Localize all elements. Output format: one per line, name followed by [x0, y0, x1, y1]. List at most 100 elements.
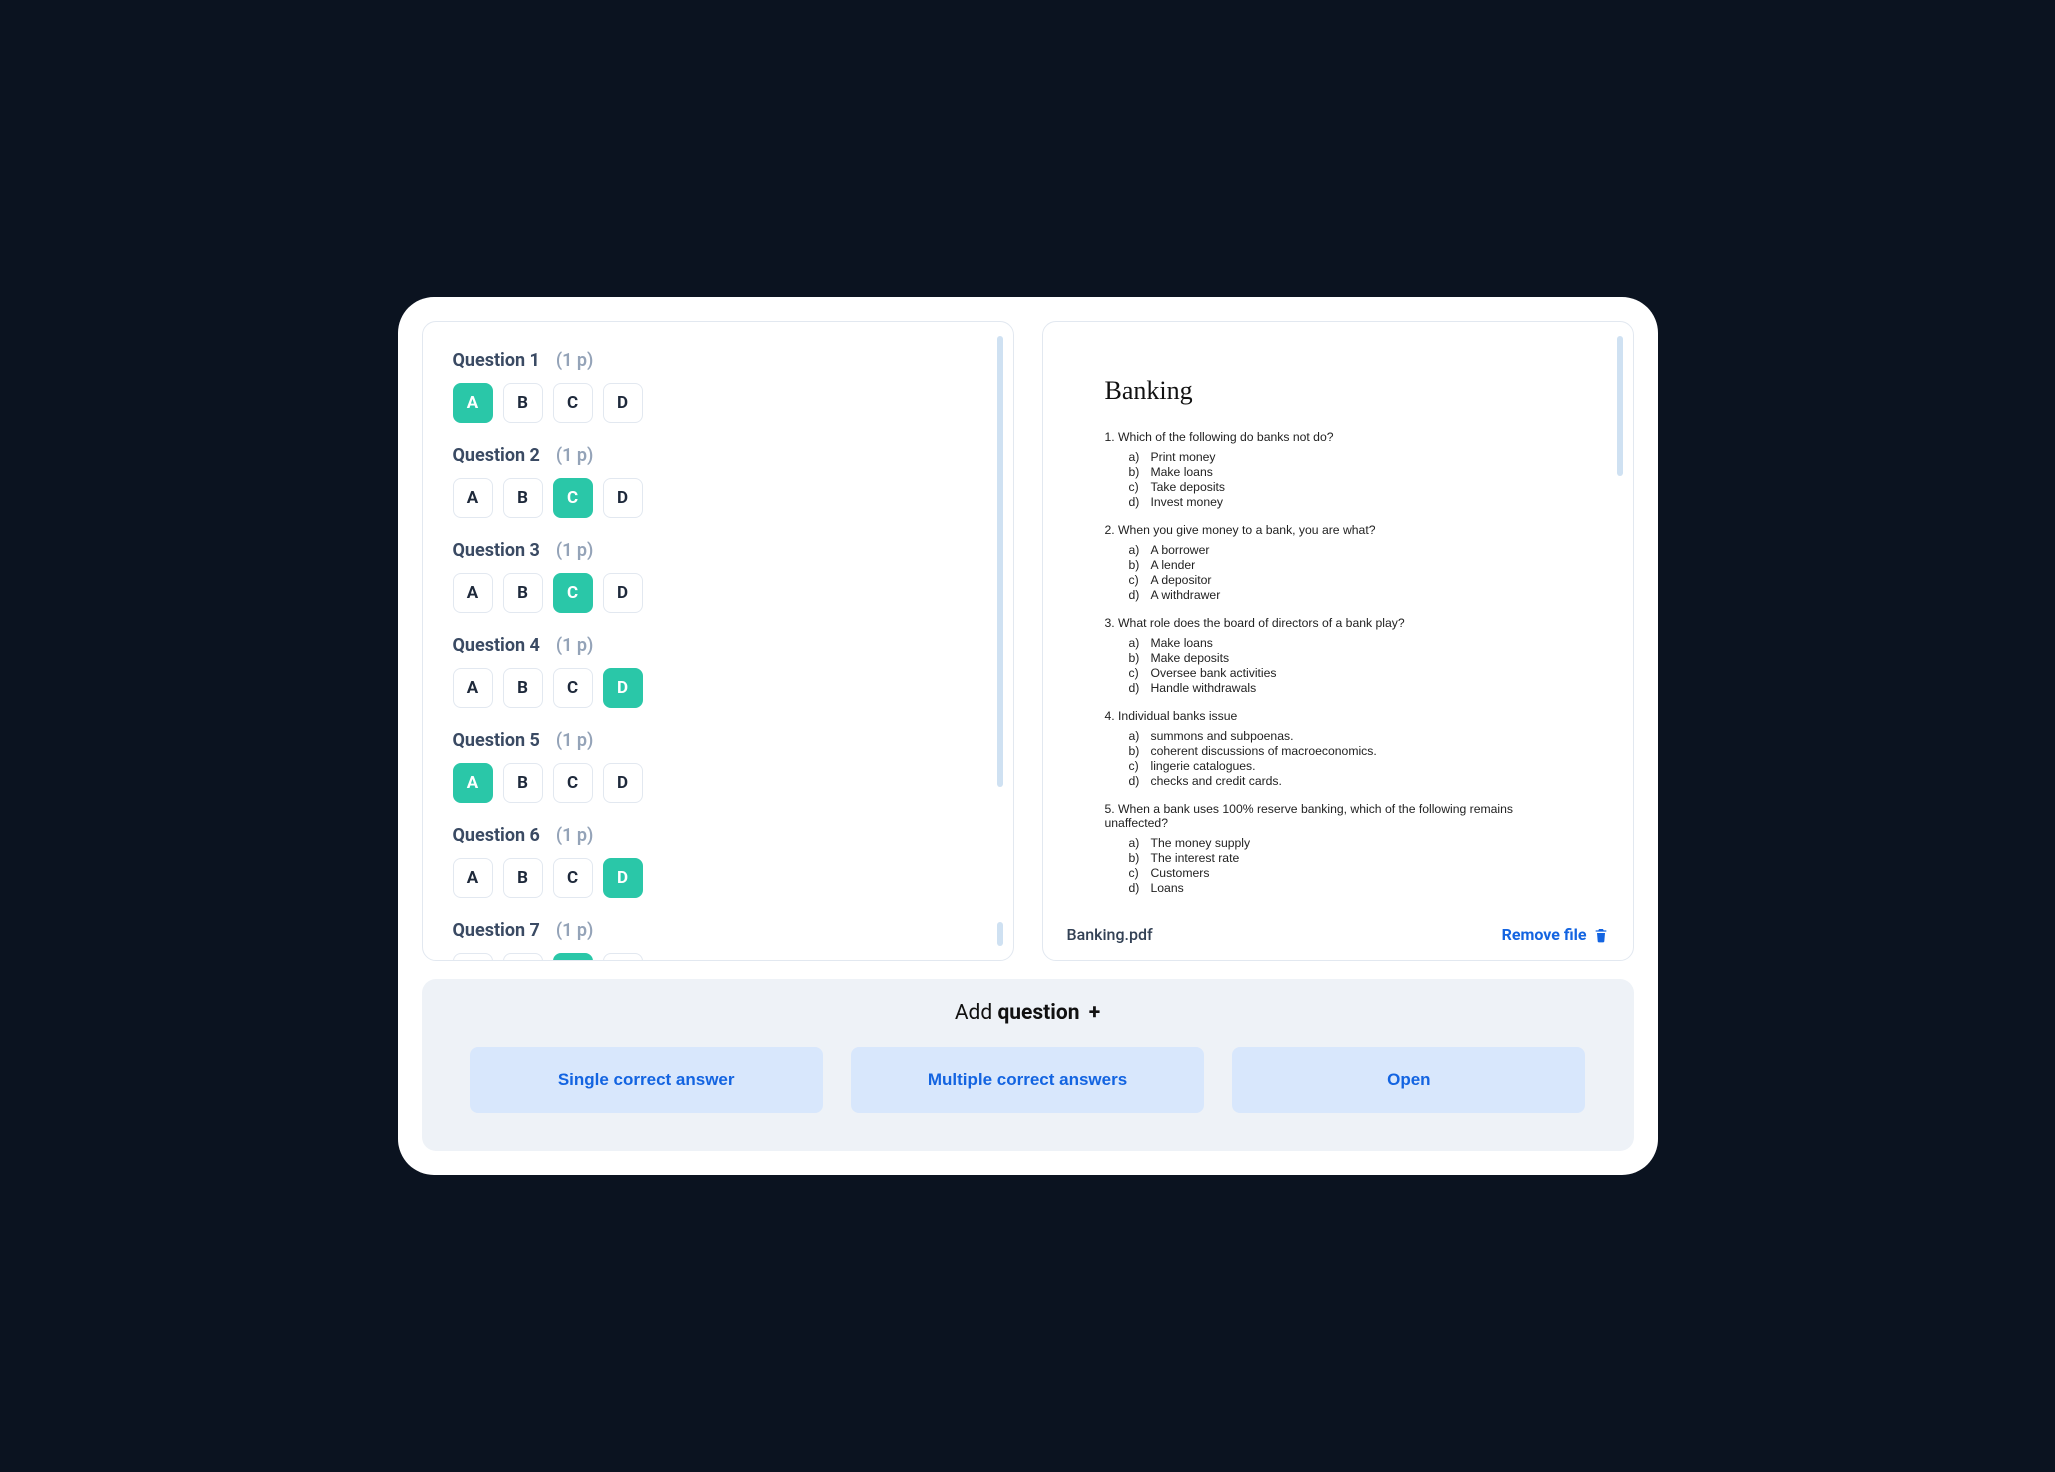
doc-choice-text: Print money — [1151, 450, 1216, 464]
doc-choice-text: The interest rate — [1151, 851, 1240, 865]
choice-button-c[interactable]: C — [553, 858, 593, 898]
choice-button-d[interactable]: D — [603, 573, 643, 613]
add-heading-bold: question — [997, 1001, 1079, 1025]
choice-button-d[interactable]: D — [603, 858, 643, 898]
doc-choice-letter: d) — [1129, 681, 1143, 695]
doc-question: 2. When you give money to a bank, you ar… — [1105, 523, 1571, 537]
choice-button-c[interactable]: C — [553, 573, 593, 613]
remove-file-label: Remove file — [1502, 925, 1587, 944]
plus-icon: + — [1089, 1001, 1100, 1025]
choice-button-b[interactable]: B — [503, 858, 543, 898]
choice-row: A B C D — [453, 953, 983, 960]
choice-button-b[interactable]: B — [503, 478, 543, 518]
doc-choice-letter: a) — [1129, 450, 1143, 464]
add-question-heading: Add question + — [470, 1001, 1586, 1025]
doc-choice: a)Make loans — [1129, 636, 1571, 650]
choice-button-a[interactable]: A — [453, 953, 493, 960]
remove-file-button[interactable]: Remove file — [1502, 925, 1609, 944]
choice-button-a[interactable]: A — [453, 858, 493, 898]
choice-button-a[interactable]: A — [453, 763, 493, 803]
question-type-row: Single correct answer Multiple correct a… — [470, 1047, 1586, 1113]
choice-button-c[interactable]: C — [553, 668, 593, 708]
doc-choice: c) A depositor — [1129, 573, 1571, 587]
question-points: (1 p) — [556, 730, 593, 751]
doc-choice-text: coherent discussions of macroeconomics. — [1151, 744, 1377, 758]
doc-choice-text: The money supply — [1151, 836, 1251, 850]
document-filename: Banking.pdf — [1067, 925, 1153, 944]
question-title-row: Question 1(1 p) — [453, 350, 983, 371]
doc-choice-text: lingerie catalogues. — [1151, 759, 1256, 773]
choice-button-d[interactable]: D — [603, 478, 643, 518]
choice-button-c[interactable]: C — [553, 383, 593, 423]
scroll-thumb[interactable] — [997, 922, 1003, 946]
question-label: Question 4 — [453, 635, 540, 656]
doc-choice-text: Make loans — [1151, 465, 1213, 479]
document-scroll[interactable]: Banking 1. Which of the following do ban… — [1043, 322, 1633, 910]
question-label: Question 5 — [453, 730, 540, 751]
question-block: Question 7 (1 p) A B C D — [453, 920, 983, 960]
doc-choice-text: Oversee bank activities — [1151, 666, 1277, 680]
choice-button-b[interactable]: B — [503, 668, 543, 708]
doc-choice-letter: c) — [1129, 573, 1143, 587]
doc-choice: b)Make loans — [1129, 465, 1571, 479]
choice-button-b[interactable]: B — [503, 573, 543, 613]
choice-row: ABCD — [453, 858, 983, 898]
choice-row: ABCD — [453, 573, 983, 613]
add-heading-light: Add — [955, 1001, 998, 1025]
question-label: Question 1 — [453, 350, 540, 371]
choice-button-d[interactable]: D — [603, 953, 643, 960]
doc-choice-letter: c) — [1129, 666, 1143, 680]
add-question-panel: Add question + Single correct answer Mul… — [422, 979, 1634, 1151]
doc-choice-letter: b) — [1129, 851, 1143, 865]
doc-choice: c) Oversee bank activities — [1129, 666, 1571, 680]
choice-button-b[interactable]: B — [503, 763, 543, 803]
document-footer: Banking.pdf Remove file — [1043, 910, 1633, 960]
doc-choice-text: A depositor — [1151, 573, 1212, 587]
choice-button-c[interactable]: C — [553, 478, 593, 518]
choice-button-a[interactable]: A — [453, 668, 493, 708]
doc-choice: d)Invest money — [1129, 495, 1571, 509]
choice-button-d[interactable]: D — [603, 763, 643, 803]
type-single-correct-button[interactable]: Single correct answer — [470, 1047, 823, 1113]
question-points: (1 p) — [556, 540, 593, 561]
doc-choice-letter: d) — [1129, 588, 1143, 602]
choice-button-a[interactable]: A — [453, 573, 493, 613]
doc-choice-list: a)summons and subpoenas.b)coherent discu… — [1129, 729, 1571, 788]
doc-question: 3. What role does the board of directors… — [1105, 616, 1571, 630]
doc-choice-letter: a) — [1129, 636, 1143, 650]
scrollbar-left[interactable] — [997, 336, 1003, 946]
document-title: Banking — [1105, 376, 1571, 406]
doc-question: 6. Which of the following is not an open… — [1105, 909, 1571, 910]
choice-button-a[interactable]: A — [453, 478, 493, 518]
type-multiple-correct-button[interactable]: Multiple correct answers — [851, 1047, 1204, 1113]
question-label: Question 6 — [453, 825, 540, 846]
doc-question: 5. When a bank uses 100% reserve banking… — [1105, 802, 1571, 830]
answer-key-scroll[interactable]: Question 1(1 p)ABCDQuestion 2(1 p)ABCDQu… — [423, 322, 1013, 960]
type-open-button[interactable]: Open — [1232, 1047, 1585, 1113]
question-label: Question 3 — [453, 540, 540, 561]
choice-button-c[interactable]: C — [553, 953, 593, 960]
scroll-thumb[interactable] — [997, 336, 1003, 787]
choice-button-b[interactable]: B — [503, 953, 543, 960]
document-questions: 1. Which of the following do banks not d… — [1105, 430, 1571, 910]
choice-row: ABCD — [453, 478, 983, 518]
question-points: (1 p) — [556, 920, 593, 941]
question-title-row: Question 6(1 p) — [453, 825, 983, 846]
doc-choice: d)A withdrawer — [1129, 588, 1571, 602]
document-panel: Banking 1. Which of the following do ban… — [1042, 321, 1634, 961]
app-window: Question 1(1 p)ABCDQuestion 2(1 p)ABCDQu… — [398, 297, 1658, 1175]
choice-button-a[interactable]: A — [453, 383, 493, 423]
doc-choice-text: Invest money — [1151, 495, 1223, 509]
question-points: (1 p) — [556, 635, 593, 656]
doc-choice: c)Customers — [1129, 866, 1571, 880]
choice-button-d[interactable]: D — [603, 668, 643, 708]
doc-choice-text: Loans — [1151, 881, 1184, 895]
choice-button-d[interactable]: D — [603, 383, 643, 423]
doc-choice: b)Make deposits — [1129, 651, 1571, 665]
choice-button-c[interactable]: C — [553, 763, 593, 803]
choice-button-b[interactable]: B — [503, 383, 543, 423]
question-label: Question 7 — [453, 920, 540, 941]
doc-choice-text: Make deposits — [1151, 651, 1230, 665]
scroll-thumb[interactable] — [1617, 336, 1623, 476]
doc-choice: a)A borrower — [1129, 543, 1571, 557]
